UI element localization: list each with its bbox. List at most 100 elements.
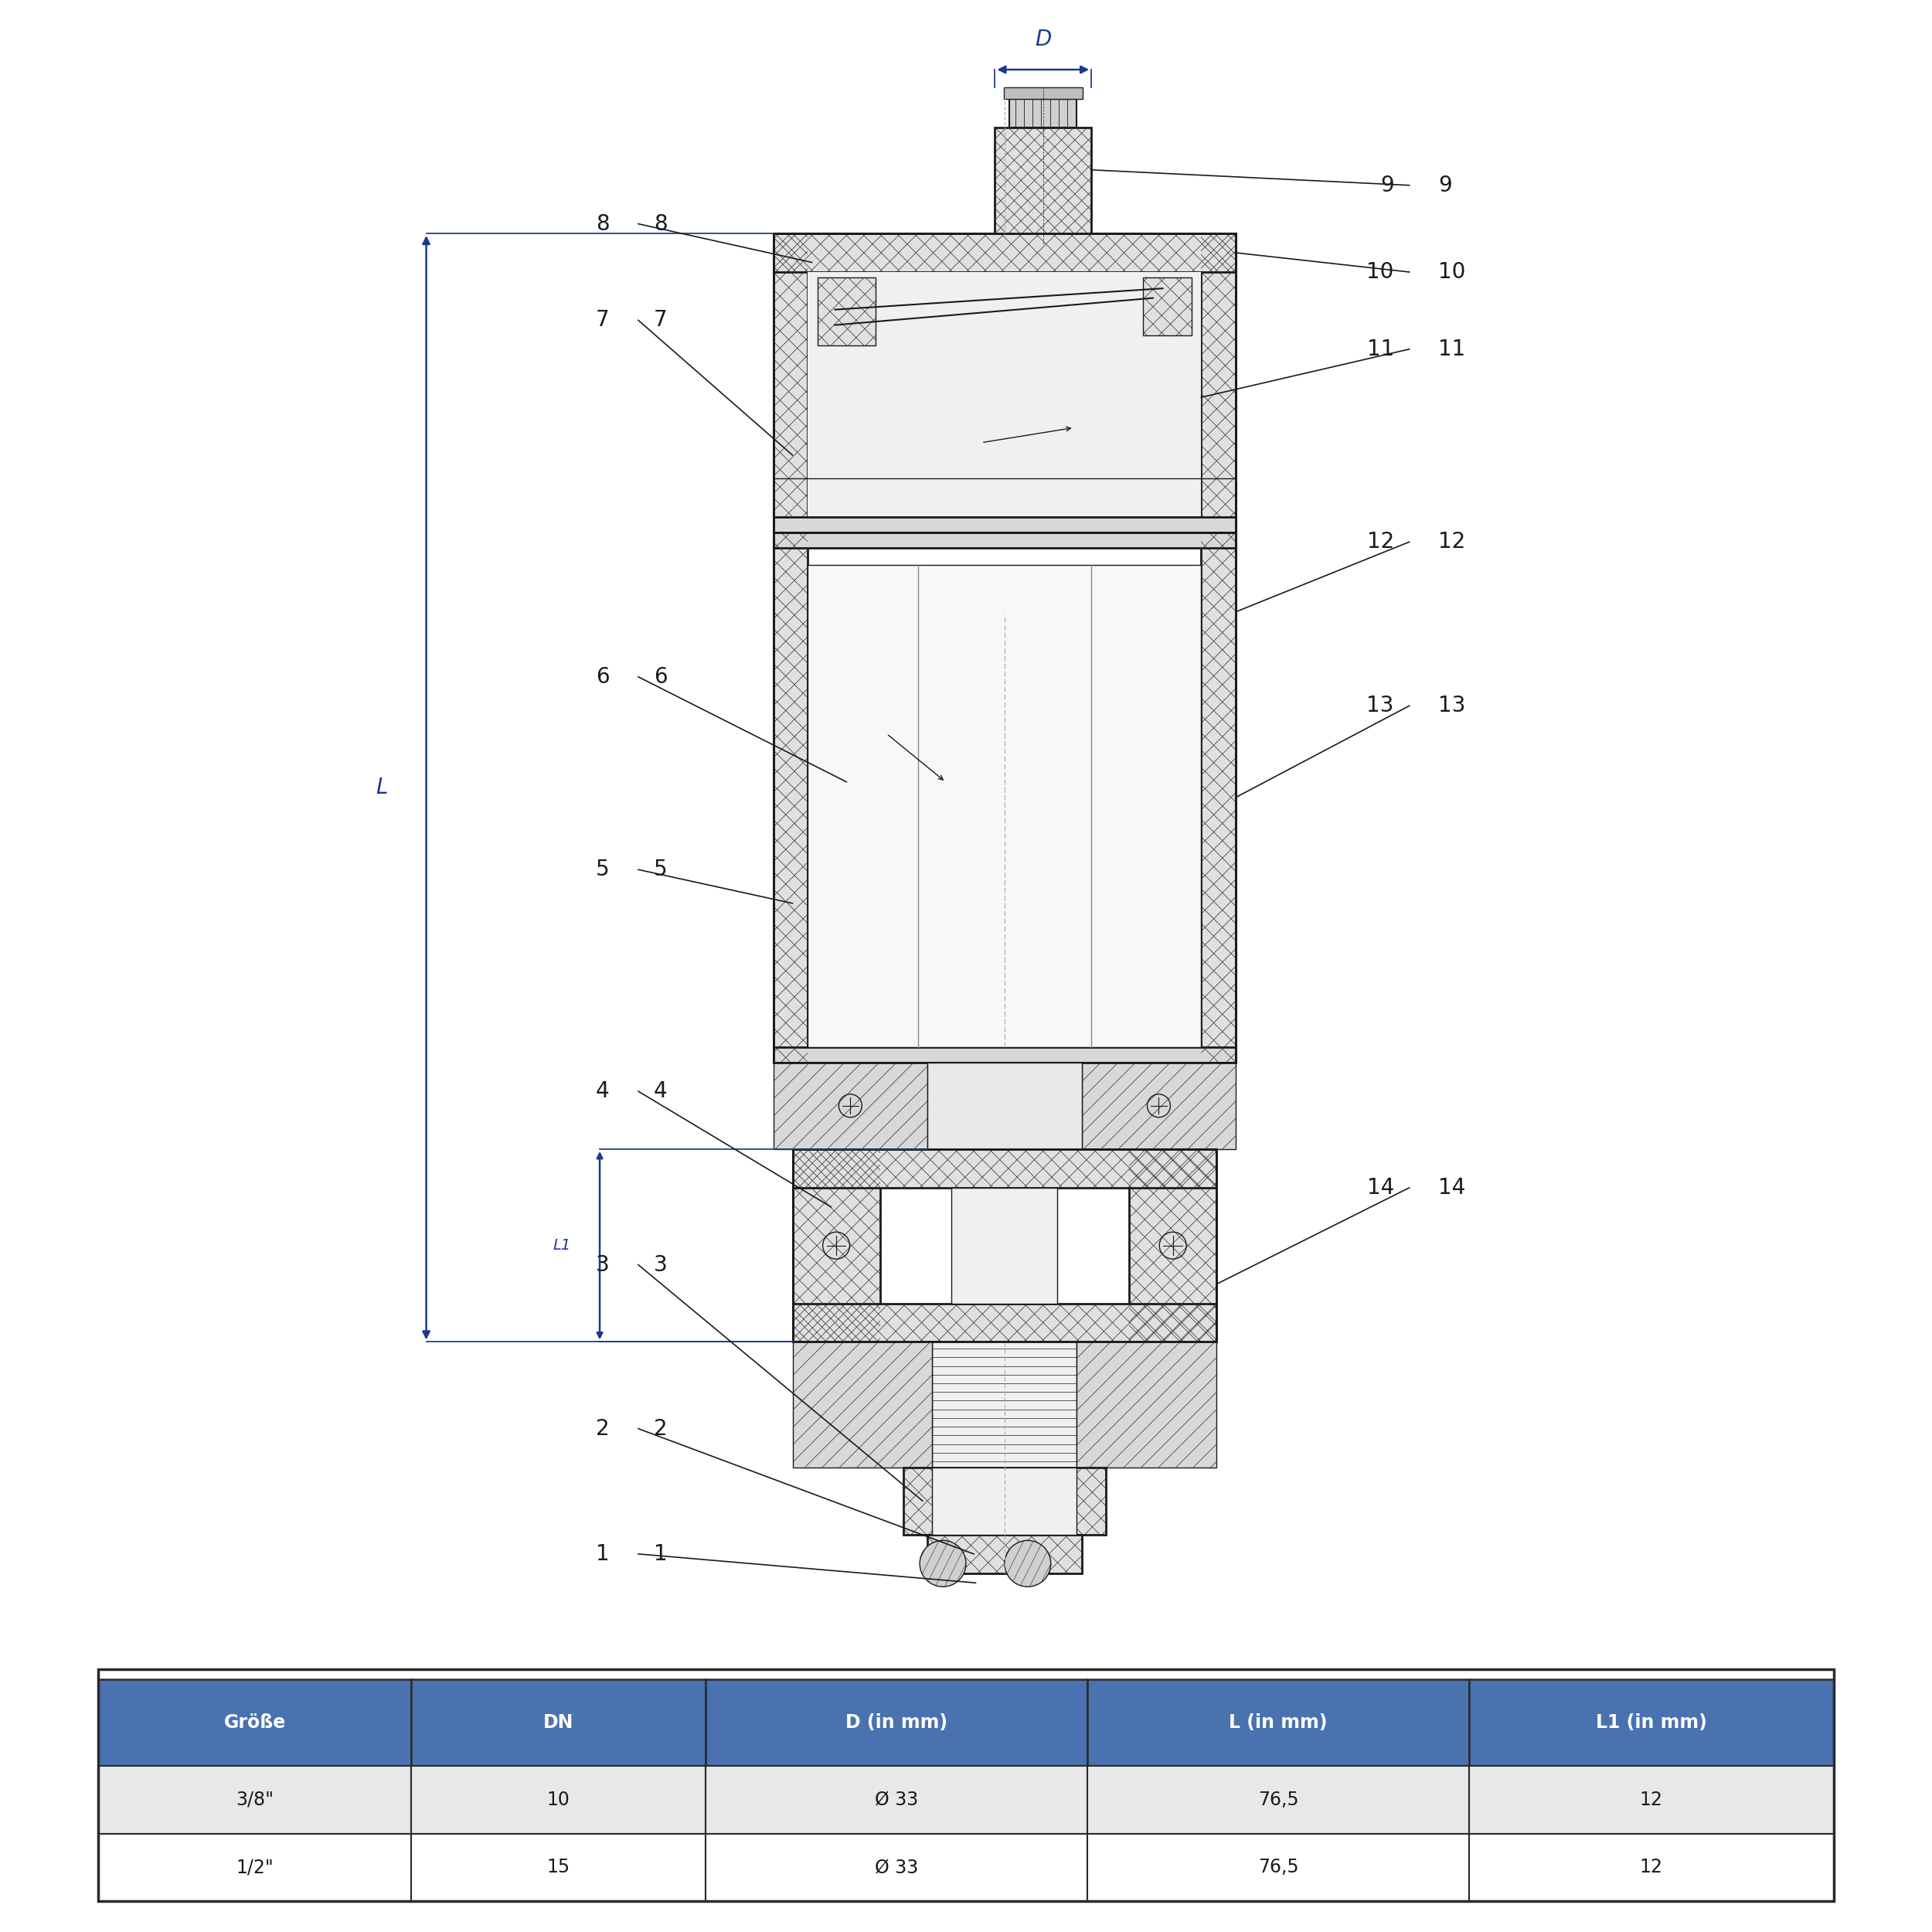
Bar	[1003, 87, 1082, 99]
Text: 2: 2	[595, 1418, 609, 1439]
Text: 8: 8	[595, 213, 609, 234]
Bar	[792, 1150, 1217, 1188]
Bar	[792, 1304, 1217, 1343]
Bar	[705, 1833, 1088, 1901]
Bar	[1009, 99, 1076, 128]
Text: 14: 14	[1366, 1177, 1395, 1198]
Bar	[1202, 234, 1236, 533]
Bar	[927, 1534, 1082, 1573]
Text: 15: 15	[547, 1859, 570, 1876]
Bar	[817, 278, 875, 346]
Text: 1: 1	[595, 1544, 609, 1565]
Text: 12: 12	[1437, 531, 1466, 553]
Text: Ø 33: Ø 33	[875, 1791, 918, 1808]
Text: L1 (in mm): L1 (in mm)	[1596, 1714, 1706, 1731]
Bar	[773, 234, 1236, 272]
Circle shape	[920, 1540, 966, 1586]
Bar	[1088, 1679, 1468, 1766]
Bar	[773, 234, 1236, 272]
Bar	[1128, 1150, 1217, 1343]
Bar	[1468, 1833, 1833, 1901]
Text: 76,5: 76,5	[1258, 1859, 1298, 1876]
Bar	[412, 1766, 705, 1833]
Bar	[817, 278, 875, 346]
Bar	[808, 272, 1202, 524]
Bar	[927, 1063, 1082, 1150]
Bar	[1202, 533, 1236, 1063]
Bar	[1144, 278, 1192, 336]
Bar	[792, 1150, 879, 1343]
Text: D (in mm): D (in mm)	[846, 1714, 949, 1731]
Text: 9: 9	[1379, 174, 1395, 195]
Bar	[773, 533, 1236, 1063]
Text: L (in mm): L (in mm)	[1229, 1714, 1327, 1731]
Bar	[1082, 1063, 1236, 1150]
Text: 2: 2	[653, 1418, 667, 1439]
Text: 13: 13	[1437, 696, 1466, 717]
Text: 12: 12	[1366, 531, 1395, 553]
Bar	[99, 1766, 412, 1833]
Bar	[412, 1833, 705, 1901]
Bar	[773, 518, 1236, 533]
Text: 76,5: 76,5	[1258, 1791, 1298, 1808]
Bar	[412, 1679, 705, 1766]
Bar	[773, 533, 808, 1063]
Text: 7: 7	[595, 309, 609, 330]
Text: DN: DN	[543, 1714, 574, 1731]
Text: 6: 6	[653, 667, 667, 688]
Bar	[952, 1188, 1057, 1304]
Text: 3: 3	[595, 1254, 609, 1275]
Bar	[933, 1466, 1076, 1534]
Text: Ø 33: Ø 33	[875, 1859, 918, 1876]
Circle shape	[1005, 1540, 1051, 1586]
Bar	[1082, 1063, 1236, 1150]
Bar	[773, 234, 1236, 533]
Bar	[773, 234, 808, 533]
Bar	[792, 1150, 1217, 1343]
Bar	[773, 1063, 927, 1150]
Text: L1: L1	[553, 1238, 570, 1252]
Bar	[792, 1343, 933, 1466]
Bar	[933, 1343, 1076, 1466]
Bar	[1076, 1343, 1217, 1466]
Text: 6: 6	[595, 667, 609, 688]
Bar	[773, 533, 1236, 547]
Bar	[1076, 1343, 1217, 1466]
Text: 1: 1	[653, 1544, 667, 1565]
Bar	[808, 564, 1202, 1047]
Text: 10: 10	[1437, 261, 1466, 282]
Bar	[1088, 1833, 1468, 1901]
Bar	[792, 1150, 1217, 1188]
Bar	[995, 128, 1092, 234]
Text: D: D	[1036, 29, 1051, 50]
Bar	[904, 1466, 1105, 1534]
Bar	[792, 1150, 879, 1343]
Text: 3: 3	[653, 1254, 667, 1275]
Text: 12: 12	[1640, 1859, 1663, 1876]
Text: 4: 4	[595, 1080, 609, 1101]
Text: 9: 9	[1437, 174, 1453, 195]
Bar	[1088, 1766, 1468, 1833]
Bar	[773, 234, 808, 533]
Bar	[705, 1679, 1088, 1766]
Text: 14: 14	[1437, 1177, 1466, 1198]
Text: Größe: Größe	[224, 1714, 286, 1731]
Bar	[99, 1833, 412, 1901]
Text: 13: 13	[1366, 696, 1395, 717]
Text: 10: 10	[1366, 261, 1395, 282]
Text: 1/2": 1/2"	[236, 1859, 274, 1876]
Text: 11: 11	[1437, 338, 1466, 359]
Bar	[99, 1669, 1833, 1901]
Text: 4: 4	[653, 1080, 667, 1101]
Bar	[792, 1343, 933, 1466]
Bar	[927, 1534, 1082, 1573]
Text: 5: 5	[595, 860, 609, 881]
Text: 7: 7	[653, 309, 667, 330]
Bar	[1202, 533, 1236, 1063]
Text: 5: 5	[653, 860, 667, 881]
Bar	[1144, 278, 1192, 336]
Text: L: L	[375, 777, 388, 798]
Bar	[773, 1063, 927, 1150]
Text: 8: 8	[653, 213, 667, 234]
Bar	[705, 1766, 1088, 1833]
